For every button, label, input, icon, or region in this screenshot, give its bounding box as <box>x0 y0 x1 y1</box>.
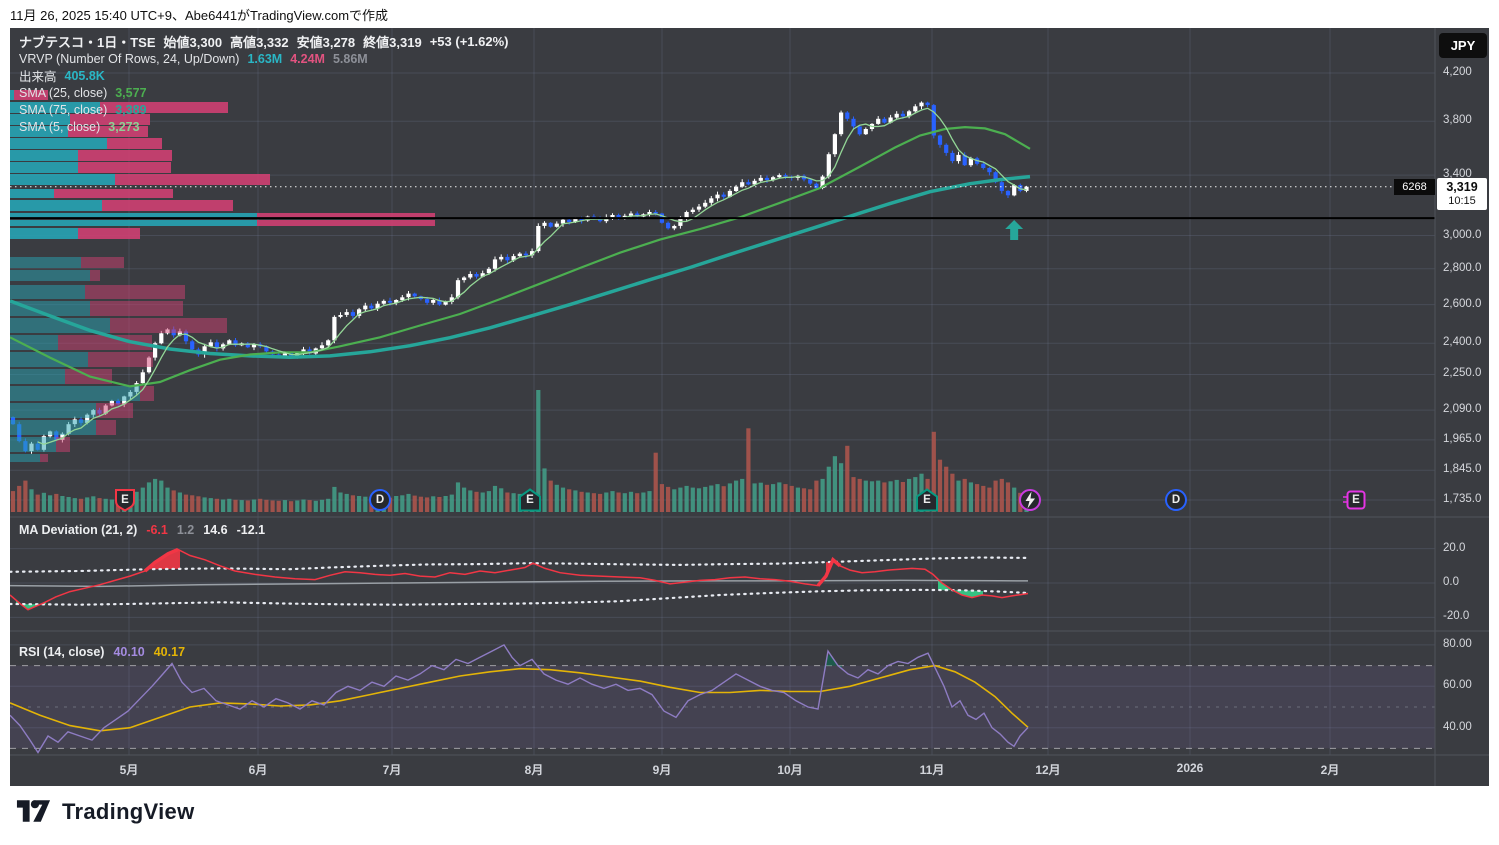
sma25-label[interactable]: SMA (25, close) <box>19 85 108 100</box>
event-badge-earnings[interactable]: E <box>112 487 138 513</box>
deviation-tick-label: 20.0 <box>1443 541 1466 554</box>
time-axis-label: 5月 <box>119 763 139 777</box>
last-price-value: 3,319 <box>1446 180 1478 194</box>
event-letter: E <box>526 494 534 506</box>
time-axis-label: 11月 <box>919 763 945 777</box>
sma75-legend-row[interactable]: SMA (75, close) 3,389 <box>19 101 508 118</box>
alert-icon <box>1019 489 1041 511</box>
volume-label[interactable]: 出来高 <box>19 70 57 84</box>
earnings-icon <box>1343 490 1366 510</box>
currency-button[interactable]: JPY <box>1439 33 1487 58</box>
symbol-legend-row[interactable]: ナブテスコ・1日・TSE 始値3,300 高値3,332 安値3,278 終値3… <box>19 33 508 50</box>
footer: TradingView <box>15 798 195 825</box>
price-tick-label: 1,965.0 <box>1443 432 1482 445</box>
deviation-ma-value: 1.2 <box>176 523 195 537</box>
deviation-lower-value: -12.1 <box>236 523 266 537</box>
volume-legend-row[interactable]: 出来高 405.8K <box>19 67 508 85</box>
event-letter: D <box>375 494 385 506</box>
deviation-tick-label: 0.0 <box>1443 576 1459 588</box>
price-tick-label: 3,400 <box>1443 168 1472 181</box>
deviation-value: -6.1 <box>146 523 168 537</box>
time-axis-label: 12月 <box>1035 763 1061 777</box>
time-axis-label: 8月 <box>524 763 544 777</box>
dividend-icon <box>369 489 391 511</box>
change-value: +53 (+1.62%) <box>429 34 509 49</box>
price-scale[interactable] <box>1436 28 1489 755</box>
time-axis-label: 10月 <box>777 763 803 777</box>
close-value: 終値3,319 <box>363 35 422 50</box>
sma75-label[interactable]: SMA (75, close) <box>19 102 108 117</box>
event-badge-earnings[interactable]: E <box>914 487 940 513</box>
sma75-value: 3,389 <box>115 102 147 117</box>
tradingview-wordmark: TradingView <box>62 798 195 824</box>
earnings-icon <box>916 488 938 512</box>
sma25-legend-row[interactable]: SMA (25, close) 3,577 <box>19 84 508 101</box>
rsi-tick-label: 80.00 <box>1443 637 1472 650</box>
chart-root: 4,200 3,800 3,400 3,000.0 2,800.0 2,600.0 2,40… <box>10 28 1489 786</box>
rsi-tick-label: 60.00 <box>1443 679 1472 692</box>
deviation-upper-value: 14.6 <box>203 523 228 537</box>
event-letter: D <box>1171 494 1181 506</box>
currency-label: JPY <box>1450 38 1476 53</box>
deviation-legend[interactable]: MA Deviation (21, 2) -6.1 1.2 14.6 -12.1 <box>19 523 265 537</box>
earnings-icon <box>519 488 541 512</box>
rsi-legend[interactable]: RSI (14, close) 40.10 40.17 <box>19 645 185 659</box>
price-tick-label: 1,845.0 <box>1443 463 1482 476</box>
last-price-badge: 3,319 10:15 <box>1437 178 1487 210</box>
vrvp-down-volume: 4.24M <box>290 51 325 66</box>
price-tick-label: 2,400.0 <box>1443 336 1482 349</box>
low-value: 安値3,278 <box>296 35 356 50</box>
high-value: 高値3,332 <box>230 35 289 50</box>
symbol-title[interactable]: ナブテスコ・1日・TSE <box>19 35 156 50</box>
rsi-value: 40.10 <box>113 645 145 659</box>
earnings-icon <box>115 489 135 512</box>
event-badge-earnings[interactable]: E <box>517 487 543 513</box>
price-tick-label: 2,600.0 <box>1443 297 1482 310</box>
dividend-icon <box>1165 489 1187 511</box>
vrvp-legend-row[interactable]: VRVP (Number Of Rows, 24, Up/Down) 1.63M… <box>19 50 508 67</box>
volume-value: 405.8K <box>64 68 105 83</box>
vrvp-total-volume: 5.86M <box>332 51 368 66</box>
created-caption: 11月 26, 2025 15:40 UTC+9、Abe6441がTrading… <box>10 8 389 23</box>
price-tick-label: 2,800.0 <box>1443 261 1482 274</box>
sma25-value: 3,577 <box>115 85 147 100</box>
price-tick-label: 2,090.0 <box>1443 403 1482 416</box>
chart-canvas[interactable] <box>10 28 1489 786</box>
event-badge-dividend[interactable]: D <box>1163 487 1189 513</box>
deviation-title[interactable]: MA Deviation (21, 2) <box>19 523 138 537</box>
time-axis-label: 9月 <box>652 763 672 777</box>
rsi-ma-value: 40.17 <box>153 645 186 659</box>
sma5-value: 3,273 <box>108 119 140 134</box>
time-axis-label: 2月 <box>1320 763 1340 777</box>
time-axis-label: 6月 <box>248 763 268 777</box>
price-tick-label: 4,200 <box>1443 66 1472 78</box>
event-badge-dividend[interactable]: D <box>367 487 393 513</box>
price-tick-label: 2,250.0 <box>1443 367 1482 380</box>
event-letter: E <box>121 494 129 506</box>
time-scale[interactable] <box>10 756 1435 786</box>
rsi-title[interactable]: RSI (14, close) <box>19 645 105 659</box>
event-badge-earnings[interactable]: E <box>1343 487 1369 513</box>
sma5-label[interactable]: SMA (5, close) <box>19 119 101 134</box>
price-tick-label: 3,000.0 <box>1443 228 1482 241</box>
event-letter: E <box>1352 494 1360 506</box>
event-badge-alert[interactable] <box>1017 487 1043 513</box>
up-arrow-marker <box>1005 220 1024 240</box>
deviation-tick-label: -20.0 <box>1443 610 1470 623</box>
tradingview-logo-icon <box>16 800 51 822</box>
header-bar: 11月 26, 2025 15:40 UTC+9、Abe6441がTrading… <box>10 5 388 24</box>
time-axis-label: 2026 <box>1176 761 1204 775</box>
event-letter: E <box>923 494 931 506</box>
ticker-code-label: 6268 <box>1394 179 1435 195</box>
time-axis-label: 7月 <box>382 763 402 777</box>
vrvp-label[interactable]: VRVP (Number Of Rows, 24, Up/Down) <box>19 51 240 66</box>
vrvp-up-volume: 1.63M <box>247 51 283 66</box>
sma5-legend-row[interactable]: SMA (5, close) 3,273 <box>19 118 508 135</box>
bar-countdown: 10:15 <box>1448 195 1476 207</box>
rsi-tick-label: 40.00 <box>1443 720 1472 733</box>
chart-legend: ナブテスコ・1日・TSE 始値3,300 高値3,332 安値3,278 終値3… <box>19 33 508 135</box>
open-value: 始値3,300 <box>163 35 223 50</box>
price-tick-label: 1,735.0 <box>1443 493 1482 505</box>
price-tick-label: 3,800 <box>1443 114 1472 127</box>
